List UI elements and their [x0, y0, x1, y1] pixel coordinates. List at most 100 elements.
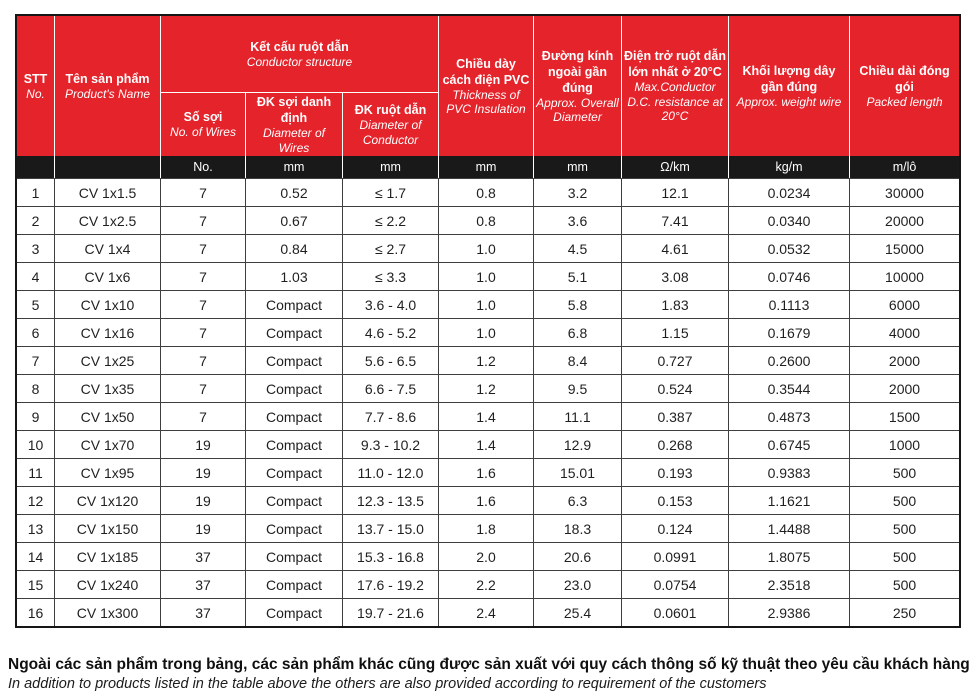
cell-conductor-diameter: 6.6 - 7.5 [343, 374, 439, 403]
cell-conductor-diameter: 19.7 - 21.6 [343, 598, 439, 627]
cell-num-wires: 7 [161, 346, 246, 375]
cell-stt: 4 [17, 262, 55, 291]
cell-overall-diameter: 3.6 [534, 206, 622, 235]
table-body: 1 CV 1x1.5 7 0.52 ≤ 1.7 0.8 3.2 12.1 0.0234 30000… [17, 178, 959, 627]
cell-resistance: 0.124 [622, 514, 729, 543]
cell-conductor-diameter: 11.0 - 12.0 [343, 458, 439, 487]
product-spec-table: STT No. Tên sản phẩm Product's Name Kết … [15, 14, 961, 629]
cell-insulation-thickness: 1.8 [439, 514, 534, 543]
header-wire-diameter: ĐK sợi danh định Diameter of Wires [246, 93, 343, 157]
cell-resistance: 12.1 [622, 178, 729, 207]
cell-packed-length: 1000 [850, 430, 959, 459]
table-header: STT No. Tên sản phẩm Product's Name Kết … [17, 16, 959, 179]
table-row: 5 CV 1x10 7 Compact 3.6 - 4.0 1.0 5.8 1.83 0.111… [17, 290, 959, 319]
cell-product-name: CV 1x10 [55, 290, 161, 319]
cell-num-wires: 7 [161, 262, 246, 291]
units-row: No. mm mm mm mm Ω/km kg/m m/lô [17, 156, 959, 179]
cell-overall-diameter: 6.8 [534, 318, 622, 347]
cell-wire-diameter: Compact [246, 402, 343, 431]
cell-num-wires: 7 [161, 318, 246, 347]
cell-insulation-thickness: 2.0 [439, 542, 534, 571]
cell-conductor-diameter: ≤ 2.2 [343, 206, 439, 235]
cell-insulation-thickness: 2.2 [439, 570, 534, 599]
cell-weight: 2.9386 [729, 598, 850, 627]
cell-wire-diameter: Compact [246, 486, 343, 515]
header-wire-diameter-en: Diameter of Wires [262, 126, 326, 155]
cell-wire-diameter: Compact [246, 374, 343, 403]
cell-insulation-thickness: 2.4 [439, 598, 534, 627]
header-weight-en: Approx. weight wire [736, 94, 842, 109]
cell-insulation-thickness: 1.0 [439, 318, 534, 347]
cell-packed-length: 500 [850, 542, 959, 571]
cell-wire-diameter: 0.84 [246, 234, 343, 263]
cell-product-name: CV 1x2.5 [55, 206, 161, 235]
cell-resistance: 1.15 [622, 318, 729, 347]
cell-num-wires: 37 [161, 542, 246, 571]
cell-packed-length: 30000 [850, 178, 959, 207]
unit-weight: kg/m [729, 156, 850, 179]
cell-product-name: CV 1x240 [55, 570, 161, 599]
header-num-wires-en: No. of Wires [170, 125, 236, 140]
cell-stt: 8 [17, 374, 55, 403]
unit-insulation-thickness: mm [439, 156, 534, 179]
cell-resistance: 0.387 [622, 402, 729, 431]
unit-product-name [55, 156, 161, 179]
cell-conductor-diameter: 5.6 - 6.5 [343, 346, 439, 375]
cell-stt: 9 [17, 402, 55, 431]
header-overall-diameter-vi: Đường kính ngoài gần đúng [541, 48, 614, 95]
cell-num-wires: 19 [161, 458, 246, 487]
header-weight-vi: Khối lượng dây gần đúng [742, 63, 836, 94]
header-weight: Khối lượng dây gần đúng Approx. weight w… [729, 16, 850, 157]
cell-stt: 13 [17, 514, 55, 543]
cell-num-wires: 7 [161, 374, 246, 403]
header-overall-diameter: Đường kính ngoài gần đúng Approx. Overal… [534, 16, 622, 157]
cell-resistance: 7.41 [622, 206, 729, 235]
cell-stt: 5 [17, 290, 55, 319]
cell-stt: 14 [17, 542, 55, 571]
cell-stt: 3 [17, 234, 55, 263]
cell-conductor-diameter: ≤ 2.7 [343, 234, 439, 263]
header-stt-vi: STT [23, 71, 48, 86]
header-insulation-thickness-vi: Chiều dày cách điện PVC [442, 56, 530, 87]
cell-overall-diameter: 12.9 [534, 430, 622, 459]
cell-stt: 6 [17, 318, 55, 347]
cell-insulation-thickness: 1.6 [439, 486, 534, 515]
cell-overall-diameter: 8.4 [534, 346, 622, 375]
cell-conductor-diameter: ≤ 1.7 [343, 178, 439, 207]
cell-overall-diameter: 5.8 [534, 290, 622, 319]
cell-stt: 7 [17, 346, 55, 375]
table-row: 9 CV 1x50 7 Compact 7.7 - 8.6 1.4 11.1 0.387 0.4… [17, 402, 959, 431]
cell-wire-diameter: Compact [246, 318, 343, 347]
cell-overall-diameter: 4.5 [534, 234, 622, 263]
cell-stt: 1 [17, 178, 55, 207]
table-row: 7 CV 1x25 7 Compact 5.6 - 6.5 1.2 8.4 0.727 0.26… [17, 346, 959, 375]
cell-packed-length: 500 [850, 486, 959, 515]
cell-weight: 0.0234 [729, 178, 850, 207]
cell-stt: 15 [17, 570, 55, 599]
cell-overall-diameter: 15.01 [534, 458, 622, 487]
cell-resistance: 3.08 [622, 262, 729, 291]
header-conductor-diameter-vi: ĐK ruột dẫn [354, 103, 427, 117]
header-insulation-thickness: Chiều dày cách điện PVC Thickness of PVC… [439, 16, 534, 157]
unit-stt [17, 156, 55, 179]
table-row: 15 CV 1x240 37 Compact 17.6 - 19.2 2.2 23.0 0.0… [17, 570, 959, 599]
table-row: 8 CV 1x35 7 Compact 6.6 - 7.5 1.2 9.5 0.524 0.35… [17, 374, 959, 403]
unit-packed-length: m/lô [850, 156, 959, 179]
cell-product-name: CV 1x1.5 [55, 178, 161, 207]
cell-num-wires: 7 [161, 206, 246, 235]
table-row: 13 CV 1x150 19 Compact 13.7 - 15.0 1.8 18.3 0.1… [17, 514, 959, 543]
cell-wire-diameter: Compact [246, 514, 343, 543]
cell-wire-diameter: Compact [246, 290, 343, 319]
table-row: 3 CV 1x4 7 0.84 ≤ 2.7 1.0 4.5 4.61 0.0532 15000 [17, 234, 959, 263]
cell-resistance: 0.0991 [622, 542, 729, 571]
footer-note-vi: Ngoài các sản phẩm trong bảng, các sản p… [8, 656, 970, 673]
cell-conductor-diameter: 4.6 - 5.2 [343, 318, 439, 347]
cell-wire-diameter: 1.03 [246, 262, 343, 291]
cell-conductor-diameter: 12.3 - 13.5 [343, 486, 439, 515]
cell-insulation-thickness: 0.8 [439, 206, 534, 235]
cell-resistance: 0.727 [622, 346, 729, 375]
cell-conductor-diameter: 7.7 - 8.6 [343, 402, 439, 431]
cell-packed-length: 1500 [850, 402, 959, 431]
cell-packed-length: 250 [850, 598, 959, 627]
cell-weight: 2.3518 [729, 570, 850, 599]
